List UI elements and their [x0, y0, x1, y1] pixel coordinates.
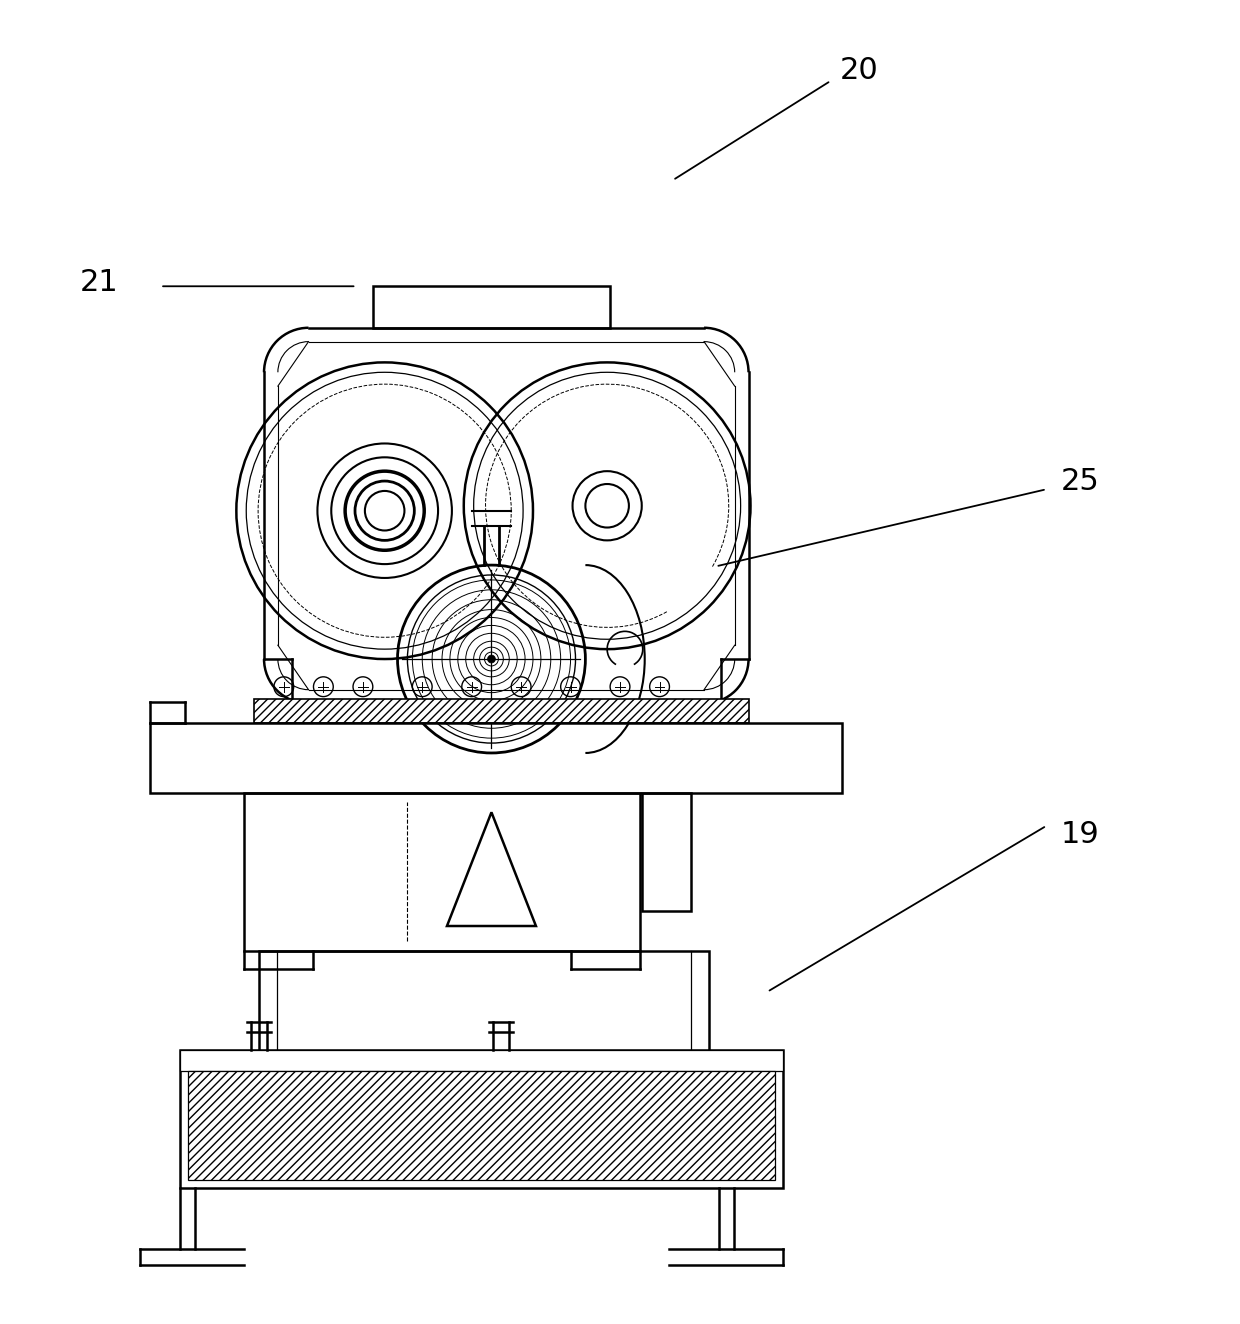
- Bar: [180, 1050, 784, 1071]
- Text: 20: 20: [839, 56, 878, 85]
- Circle shape: [487, 655, 496, 663]
- Bar: [244, 793, 640, 951]
- Polygon shape: [446, 813, 536, 925]
- Bar: [180, 1050, 784, 1188]
- Bar: [373, 286, 610, 328]
- Bar: [254, 699, 749, 723]
- Text: 21: 21: [79, 267, 118, 297]
- Text: 25: 25: [1060, 467, 1099, 495]
- Bar: [150, 723, 842, 793]
- Bar: [259, 951, 709, 1119]
- Bar: [188, 1071, 775, 1180]
- Text: 19: 19: [1060, 821, 1099, 849]
- Bar: [642, 793, 691, 911]
